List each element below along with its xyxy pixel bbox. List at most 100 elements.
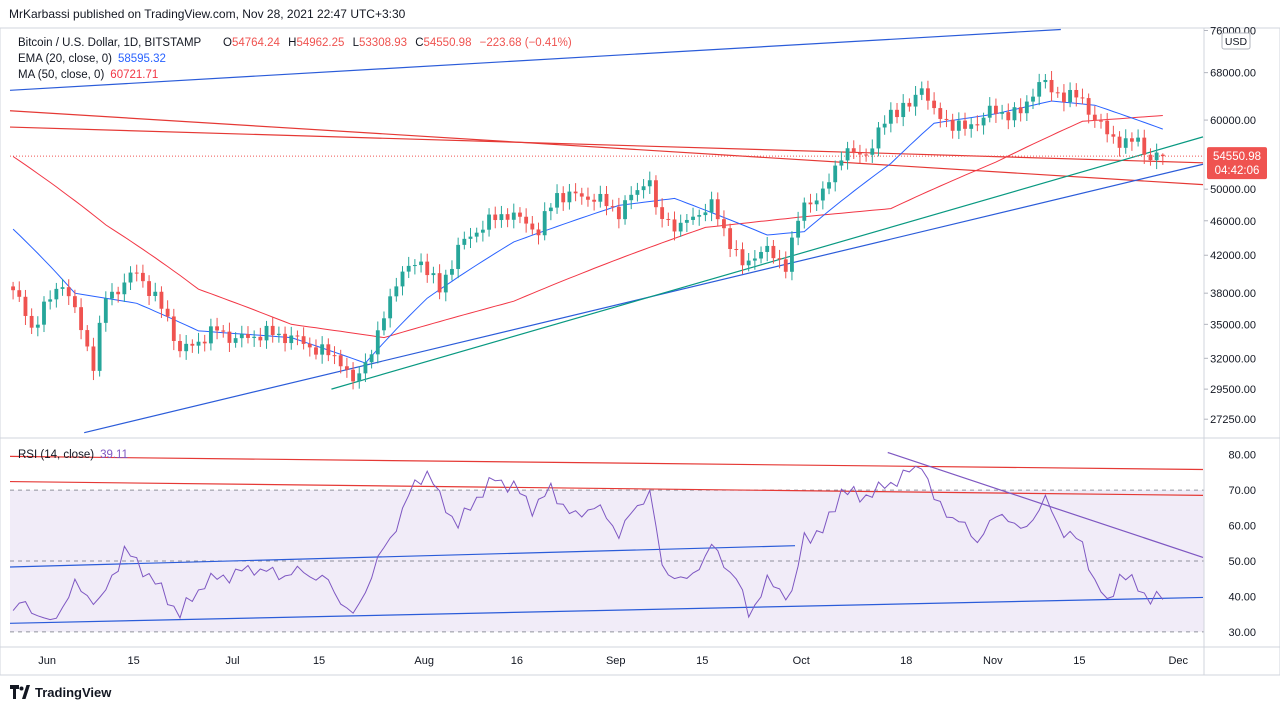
candle[interactable] — [660, 198, 665, 228]
candle[interactable] — [246, 326, 250, 344]
candle[interactable] — [431, 266, 436, 284]
candle[interactable] — [450, 260, 454, 281]
candle[interactable] — [1154, 143, 1159, 170]
candle[interactable] — [944, 109, 949, 128]
candle[interactable] — [518, 207, 522, 224]
candle[interactable] — [790, 231, 794, 281]
candle[interactable] — [963, 112, 967, 136]
candle[interactable] — [876, 122, 881, 157]
candle[interactable] — [1129, 132, 1134, 151]
candle[interactable] — [134, 264, 139, 282]
candle[interactable] — [425, 253, 430, 283]
candle[interactable] — [647, 171, 652, 194]
candle[interactable] — [598, 185, 603, 208]
candle[interactable] — [858, 144, 862, 164]
candle[interactable] — [1055, 86, 1060, 98]
candle[interactable] — [548, 203, 553, 221]
candle[interactable] — [919, 81, 924, 101]
candle[interactable] — [1018, 98, 1023, 122]
candle[interactable] — [1160, 153, 1165, 165]
ema-legend[interactable]: EMA (20, close, 0) 58595.32 — [18, 53, 166, 65]
candle[interactable] — [1074, 83, 1079, 107]
candle[interactable] — [116, 286, 121, 303]
candle[interactable] — [79, 298, 84, 340]
candle[interactable] — [542, 202, 547, 241]
candle[interactable] — [592, 193, 597, 211]
candle[interactable] — [536, 222, 541, 245]
candle[interactable] — [147, 275, 151, 305]
candle[interactable] — [505, 208, 510, 228]
candle[interactable] — [994, 98, 998, 123]
candle[interactable] — [332, 346, 337, 365]
ema20-line[interactable] — [12, 100, 1163, 364]
candle[interactable] — [752, 250, 757, 270]
candle[interactable] — [888, 102, 893, 133]
candle[interactable] — [400, 266, 405, 296]
candle[interactable] — [462, 231, 467, 250]
currency-tag[interactable]: USD — [1221, 32, 1251, 50]
candle[interactable] — [1037, 73, 1042, 106]
candle[interactable] — [1099, 113, 1103, 129]
candle[interactable] — [956, 112, 961, 140]
candle[interactable] — [301, 327, 306, 350]
candle[interactable] — [524, 208, 529, 233]
candle[interactable] — [579, 187, 584, 205]
candle[interactable] — [326, 338, 331, 362]
candle[interactable] — [654, 175, 658, 215]
candle[interactable] — [1000, 104, 1005, 120]
candle[interactable] — [122, 273, 127, 302]
candle[interactable] — [1092, 105, 1097, 128]
candle[interactable] — [820, 181, 825, 210]
candle[interactable] — [394, 277, 399, 302]
candle[interactable] — [796, 211, 801, 246]
candle[interactable] — [635, 182, 640, 202]
candle[interactable] — [697, 209, 702, 226]
candle[interactable] — [215, 317, 219, 340]
candle[interactable] — [969, 117, 974, 138]
rsi-legend[interactable]: RSI (14, close) 39.11 — [18, 449, 128, 461]
candle[interactable] — [314, 339, 318, 360]
candle[interactable] — [629, 186, 634, 210]
candle[interactable] — [382, 311, 386, 336]
rsi-trendline[interactable] — [9, 480, 1204, 496]
candle[interactable] — [190, 339, 195, 353]
candle[interactable] — [715, 192, 720, 227]
candle[interactable] — [17, 281, 22, 302]
candle[interactable] — [1043, 74, 1048, 89]
candle[interactable] — [35, 316, 40, 337]
candle[interactable] — [264, 320, 269, 349]
candle[interactable] — [1062, 84, 1066, 112]
candle[interactable] — [950, 113, 955, 139]
candle[interactable] — [184, 335, 189, 360]
candle[interactable] — [369, 349, 374, 369]
candle[interactable] — [406, 256, 411, 279]
candle[interactable] — [561, 186, 566, 211]
candle[interactable] — [845, 141, 850, 170]
candle[interactable] — [165, 300, 170, 322]
candle[interactable] — [159, 286, 164, 318]
candle[interactable] — [684, 214, 689, 233]
candle[interactable] — [734, 240, 739, 257]
candle[interactable] — [604, 186, 609, 216]
candle[interactable] — [48, 290, 53, 310]
candle[interactable] — [171, 308, 176, 351]
candle[interactable] — [42, 296, 46, 333]
candle[interactable] — [901, 94, 906, 127]
candle[interactable] — [981, 112, 986, 135]
candle[interactable] — [827, 173, 831, 195]
candle[interactable] — [882, 115, 887, 135]
candle[interactable] — [932, 92, 937, 115]
candle[interactable] — [1006, 103, 1011, 130]
candle[interactable] — [443, 269, 448, 302]
candle[interactable] — [283, 326, 287, 352]
candle[interactable] — [202, 334, 207, 352]
candle[interactable] — [709, 191, 714, 222]
candle[interactable] — [1080, 88, 1085, 105]
candle[interactable] — [23, 289, 28, 326]
candle[interactable] — [573, 183, 578, 202]
candle[interactable] — [1012, 102, 1017, 128]
candle[interactable] — [357, 366, 362, 389]
candle[interactable] — [307, 337, 312, 357]
candle[interactable] — [29, 308, 34, 334]
